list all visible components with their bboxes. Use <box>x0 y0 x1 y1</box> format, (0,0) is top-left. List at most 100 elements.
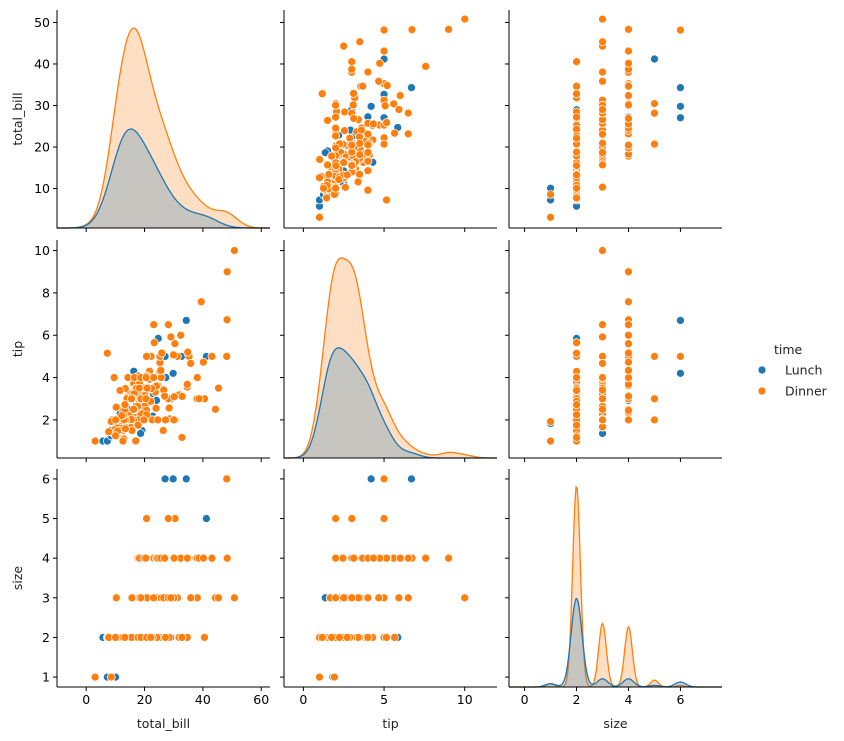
point-dinner <box>394 105 404 114</box>
point-dinner <box>374 593 384 603</box>
panel-size-vs-total_bill: 0 20 40 60 1 2 3 4 5 6 <box>42 469 270 707</box>
point-dinner <box>598 14 607 24</box>
point-dinner <box>163 514 173 523</box>
point-dinner <box>317 633 327 642</box>
point-dinner <box>192 373 202 382</box>
point-lunch <box>168 368 178 378</box>
point-dinner <box>624 348 633 358</box>
y-tick-label: 10 <box>34 181 50 196</box>
point-dinner <box>146 633 156 642</box>
point-dinner <box>120 400 130 410</box>
x-axis-label-size: size <box>603 716 628 731</box>
point-lunch <box>407 83 416 93</box>
point-lunch <box>202 514 211 523</box>
y-tick-label: 30 <box>34 98 50 113</box>
point-dinner <box>340 126 349 135</box>
point-dinner <box>546 417 555 426</box>
point-dinner <box>324 170 334 179</box>
point-dinner <box>598 148 607 157</box>
point-dinner <box>624 91 633 100</box>
point-dinner <box>444 553 453 563</box>
point-dinner <box>676 352 685 361</box>
point-dinner <box>156 373 166 382</box>
kde-line-dinner <box>56 27 270 229</box>
point-dinner <box>161 633 170 642</box>
point-dinner <box>421 62 431 71</box>
point-dinner <box>169 350 178 360</box>
x-axis-label-tip: tip <box>382 716 398 731</box>
point-dinner <box>624 114 633 123</box>
point-dinner <box>598 373 607 382</box>
point-dinner <box>363 129 373 139</box>
kde-fill-dinner <box>509 487 722 687</box>
point-dinner <box>624 25 633 34</box>
point-dinner <box>131 436 141 446</box>
point-dinner <box>650 394 659 404</box>
point-dinner <box>111 593 121 603</box>
point-dinner <box>141 373 151 382</box>
point-dinner <box>598 182 607 192</box>
x-tick-label: 6 <box>676 692 684 707</box>
point-dinner <box>182 553 192 563</box>
point-dinner <box>395 91 405 100</box>
panel-total_bill-vs-tip <box>280 10 497 232</box>
point-dinner <box>111 415 120 425</box>
point-dinner <box>166 332 176 342</box>
point-lunch <box>168 474 178 484</box>
point-dinner <box>598 246 607 255</box>
point-dinner <box>111 402 121 412</box>
point-dinner <box>355 170 364 179</box>
y-tick-label: 4 <box>42 370 50 385</box>
point-dinner <box>317 89 327 99</box>
point-dinner <box>331 123 340 133</box>
legend-label-lunch: Lunch <box>785 363 822 378</box>
point-dinner <box>572 81 581 91</box>
y-tick-label: 2 <box>42 412 50 427</box>
panel-size-vs-tip: 0 5 10 <box>280 469 497 707</box>
point-dinner <box>624 58 633 68</box>
point-dinner <box>624 267 633 277</box>
point-lunch <box>366 101 376 111</box>
point-dinner <box>327 151 336 161</box>
point-dinner <box>182 380 192 389</box>
point-dinner <box>127 593 137 603</box>
point-dinner <box>546 190 555 199</box>
kde-fill-lunch <box>57 128 270 228</box>
point-dinner <box>177 433 187 442</box>
point-dinner <box>151 403 161 413</box>
legend-marker-lunch <box>757 365 767 375</box>
point-dinner <box>331 100 340 110</box>
point-dinner <box>347 140 357 150</box>
point-dinner <box>572 147 581 157</box>
point-dinner <box>104 427 114 437</box>
point-dinner <box>572 373 581 382</box>
point-dinner <box>395 553 405 563</box>
point-dinner <box>390 633 399 642</box>
point-dinner <box>598 105 607 114</box>
point-dinner <box>572 193 581 203</box>
point-dinner <box>624 406 633 415</box>
point-dinner <box>347 593 357 603</box>
point-dinner <box>572 420 581 430</box>
point-dinner <box>222 315 232 325</box>
point-dinner <box>460 14 470 24</box>
point-dinner <box>331 514 340 523</box>
point-dinner <box>142 514 151 523</box>
point-dinner <box>355 138 365 148</box>
y-tick-label: 40 <box>34 56 50 71</box>
y-tick-label: 6 <box>42 328 50 343</box>
point-dinner <box>161 415 170 425</box>
kde-fill-dinner <box>284 258 497 458</box>
point-dinner <box>363 185 373 195</box>
point-dinner <box>166 593 176 603</box>
point-dinner <box>572 161 581 170</box>
legend-label-dinner: Dinner <box>785 384 828 399</box>
point-dinner <box>153 415 163 425</box>
point-dinner <box>379 46 389 56</box>
point-dinner <box>572 348 581 358</box>
legend-marker-dinner <box>757 386 767 396</box>
point-dinner <box>347 64 357 74</box>
point-dinner <box>676 25 685 35</box>
point-dinner <box>379 25 389 35</box>
